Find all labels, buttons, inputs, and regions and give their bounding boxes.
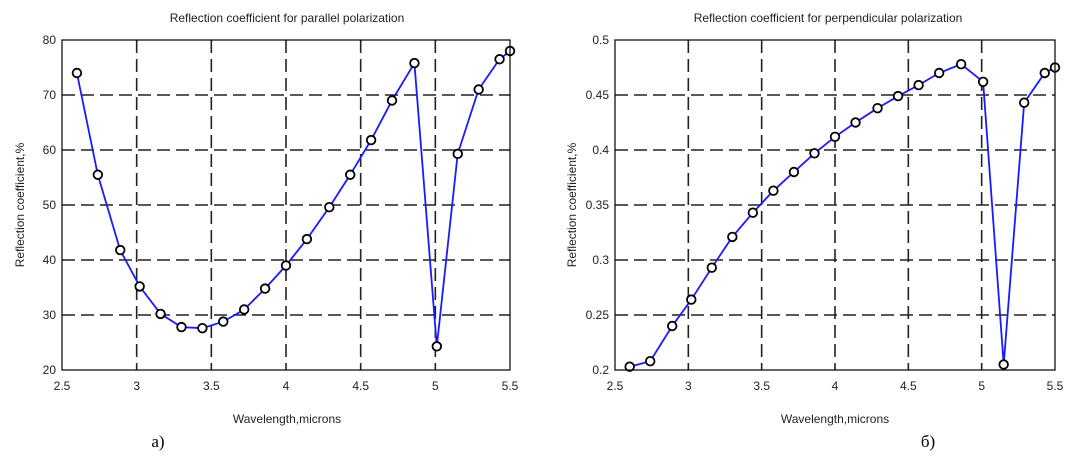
y-axis-label: Reflection coefficient,% xyxy=(13,142,27,267)
y-tick-label: 0.3 xyxy=(592,253,609,267)
data-point xyxy=(768,185,779,196)
data-point xyxy=(365,134,377,146)
figure-caption: б) xyxy=(921,432,935,451)
chart-title: Reflection coefficient for parallel pola… xyxy=(170,11,405,25)
data-point xyxy=(998,359,1009,370)
data-point xyxy=(913,79,924,91)
data-point xyxy=(324,201,335,213)
data-point xyxy=(431,341,443,352)
y-tick-label: 40 xyxy=(43,253,57,267)
y-tick-label: 80 xyxy=(43,33,57,47)
y-tick-label: 30 xyxy=(43,308,57,322)
data-point xyxy=(259,283,271,294)
y-axis-label: Reflection coefficient,% xyxy=(565,142,579,267)
data-point xyxy=(115,244,126,256)
series-line xyxy=(76,50,511,347)
grid xyxy=(62,40,510,370)
data-point xyxy=(280,260,292,271)
y-tick-label: 0.25 xyxy=(586,308,610,322)
data-point xyxy=(301,233,313,245)
data-point xyxy=(645,356,656,367)
x-tick-label: 4.5 xyxy=(900,379,917,393)
x-tick-label: 5 xyxy=(978,379,985,393)
y-tick-label: 60 xyxy=(43,143,57,157)
data-point xyxy=(686,294,697,305)
data-point xyxy=(788,166,800,178)
data-point xyxy=(747,207,759,218)
y-tick-label: 0.4 xyxy=(592,143,609,157)
data-point xyxy=(829,131,841,143)
y-tick-label: 70 xyxy=(43,88,57,102)
grid xyxy=(615,40,1055,370)
data-point xyxy=(452,148,463,160)
figure-caption: а) xyxy=(151,432,164,451)
data-point xyxy=(197,323,208,334)
data-point xyxy=(92,169,104,180)
data-point xyxy=(727,231,738,243)
data-point xyxy=(850,117,861,128)
plot-frame xyxy=(61,39,511,371)
series-line xyxy=(629,63,1056,368)
series xyxy=(624,58,1061,372)
y-tick-label: 0.5 xyxy=(592,33,609,47)
x-tick-label: 2.5 xyxy=(607,379,624,393)
data-point xyxy=(134,281,145,292)
x-tick-label: 4 xyxy=(283,379,290,393)
data-point xyxy=(71,67,83,79)
x-axis-label: Wavelength,microns xyxy=(781,412,889,426)
data-point xyxy=(706,262,718,273)
data-point xyxy=(176,321,187,333)
ticks: 2.5 3 3.5 4 4.5 5 5.5 20 30 40 50 60 70 80 xyxy=(43,33,519,393)
y-tick-label: 20 xyxy=(43,363,57,377)
data-point xyxy=(238,304,250,315)
data-point xyxy=(155,308,166,320)
x-tick-label: 4.5 xyxy=(352,379,369,393)
x-tick-label: 3.5 xyxy=(203,379,220,393)
x-tick-label: 2.5 xyxy=(54,379,71,393)
chart-title: Reflection coefficient for perpendicular… xyxy=(694,11,963,25)
data-point xyxy=(1018,97,1030,108)
chart-perpendicular-polarization: Reflection coefficient for perpendicular… xyxy=(565,11,1064,451)
x-tick-label: 3 xyxy=(133,379,140,393)
y-tick-label: 50 xyxy=(43,198,57,212)
x-tick-label: 5.5 xyxy=(502,379,519,393)
x-tick-label: 4 xyxy=(832,379,839,393)
y-tick-label: 0.2 xyxy=(592,363,609,377)
x-tick-label: 5 xyxy=(432,379,439,393)
data-point xyxy=(667,320,678,332)
plot-frame xyxy=(614,39,1056,371)
data-point xyxy=(933,67,945,79)
x-tick-label: 3 xyxy=(685,379,692,393)
data-point xyxy=(955,58,967,70)
data-point xyxy=(809,148,820,159)
data-point xyxy=(345,169,356,180)
data-point xyxy=(892,90,904,102)
series xyxy=(71,45,516,352)
y-tick-label: 0.45 xyxy=(586,88,610,102)
x-axis-label: Wavelength,microns xyxy=(233,412,341,426)
data-point xyxy=(218,316,229,327)
data-point xyxy=(872,102,883,114)
data-point xyxy=(386,95,398,106)
data-point xyxy=(494,54,505,65)
data-point xyxy=(1039,67,1050,79)
chart-parallel-polarization: Reflection coefficient for parallel pola… xyxy=(13,11,519,451)
data-point xyxy=(409,57,420,69)
data-point xyxy=(473,84,484,95)
ticks: 2.5 3 3.5 4 4.5 5 5.5 0.2 0.25 0.3 0.35 0.4 0.45 0.5 xyxy=(586,33,1064,393)
y-tick-label: 0.35 xyxy=(586,198,610,212)
x-tick-label: 5.5 xyxy=(1047,379,1064,393)
x-tick-label: 3.5 xyxy=(753,379,770,393)
data-point xyxy=(624,361,635,372)
data-point xyxy=(977,76,989,88)
